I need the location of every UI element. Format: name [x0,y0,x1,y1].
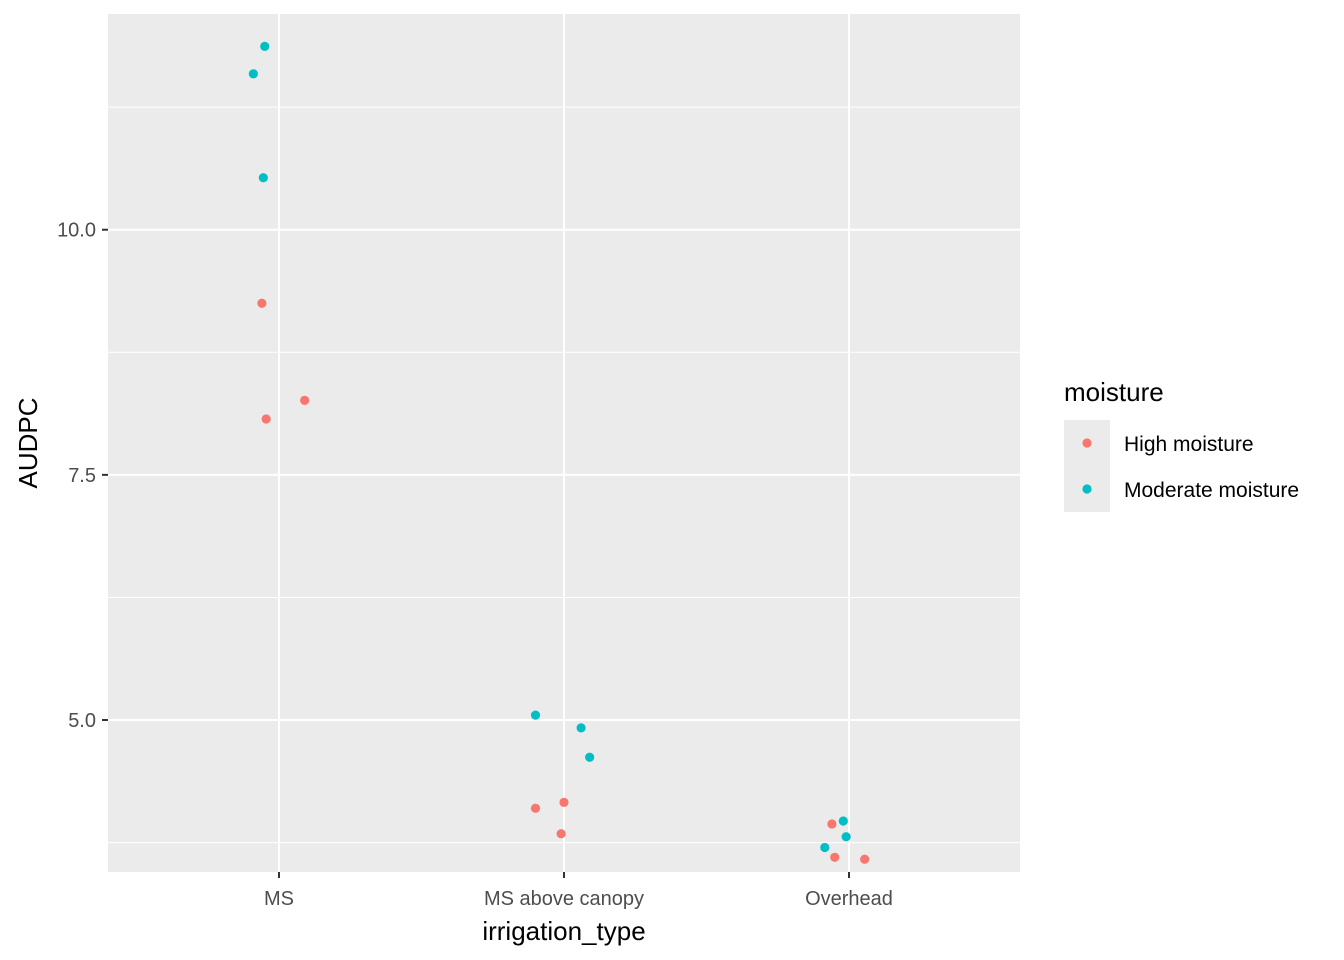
data-point [576,723,586,733]
x-tick-label: MS above canopy [484,888,644,910]
legend-entry-label: High moisture [1124,433,1254,456]
x-axis: MS MS above canopy Overhead [264,872,893,910]
data-point [820,842,830,853]
data-point [585,752,595,762]
data-points [248,41,870,864]
legend-key-point [1082,438,1092,448]
data-point [260,41,270,51]
legend-entries: High moisture Moderate moisture [1064,420,1299,512]
data-point [261,414,271,424]
y-tick-label: 5.0 [68,710,96,732]
legend-key-point [1082,484,1092,494]
data-point [248,69,258,79]
data-point [860,854,870,864]
data-point [830,852,840,862]
data-point [530,710,541,720]
data-point [530,803,541,813]
legend: moisture High moisture Moderate moisture [1064,377,1299,512]
y-axis-title: AUDPC [13,397,43,488]
data-point [838,816,848,826]
legend-title: moisture [1064,377,1164,407]
data-point [258,173,268,183]
data-point [559,797,569,807]
y-tick-label: 7.5 [68,465,96,487]
x-tick-label: MS [264,888,294,910]
data-point [257,298,267,308]
data-point [841,832,851,842]
major-gridlines [108,14,1020,872]
y-tick-label: 10.0 [57,220,96,242]
y-axis: 5.0 7.5 10.0 [57,220,108,732]
data-point [300,395,310,405]
x-tick-label: Overhead [805,888,893,910]
legend-entry-label: Moderate moisture [1124,479,1299,502]
data-point [556,829,566,839]
data-point [827,819,837,829]
x-axis-title: irrigation_type [482,916,645,946]
